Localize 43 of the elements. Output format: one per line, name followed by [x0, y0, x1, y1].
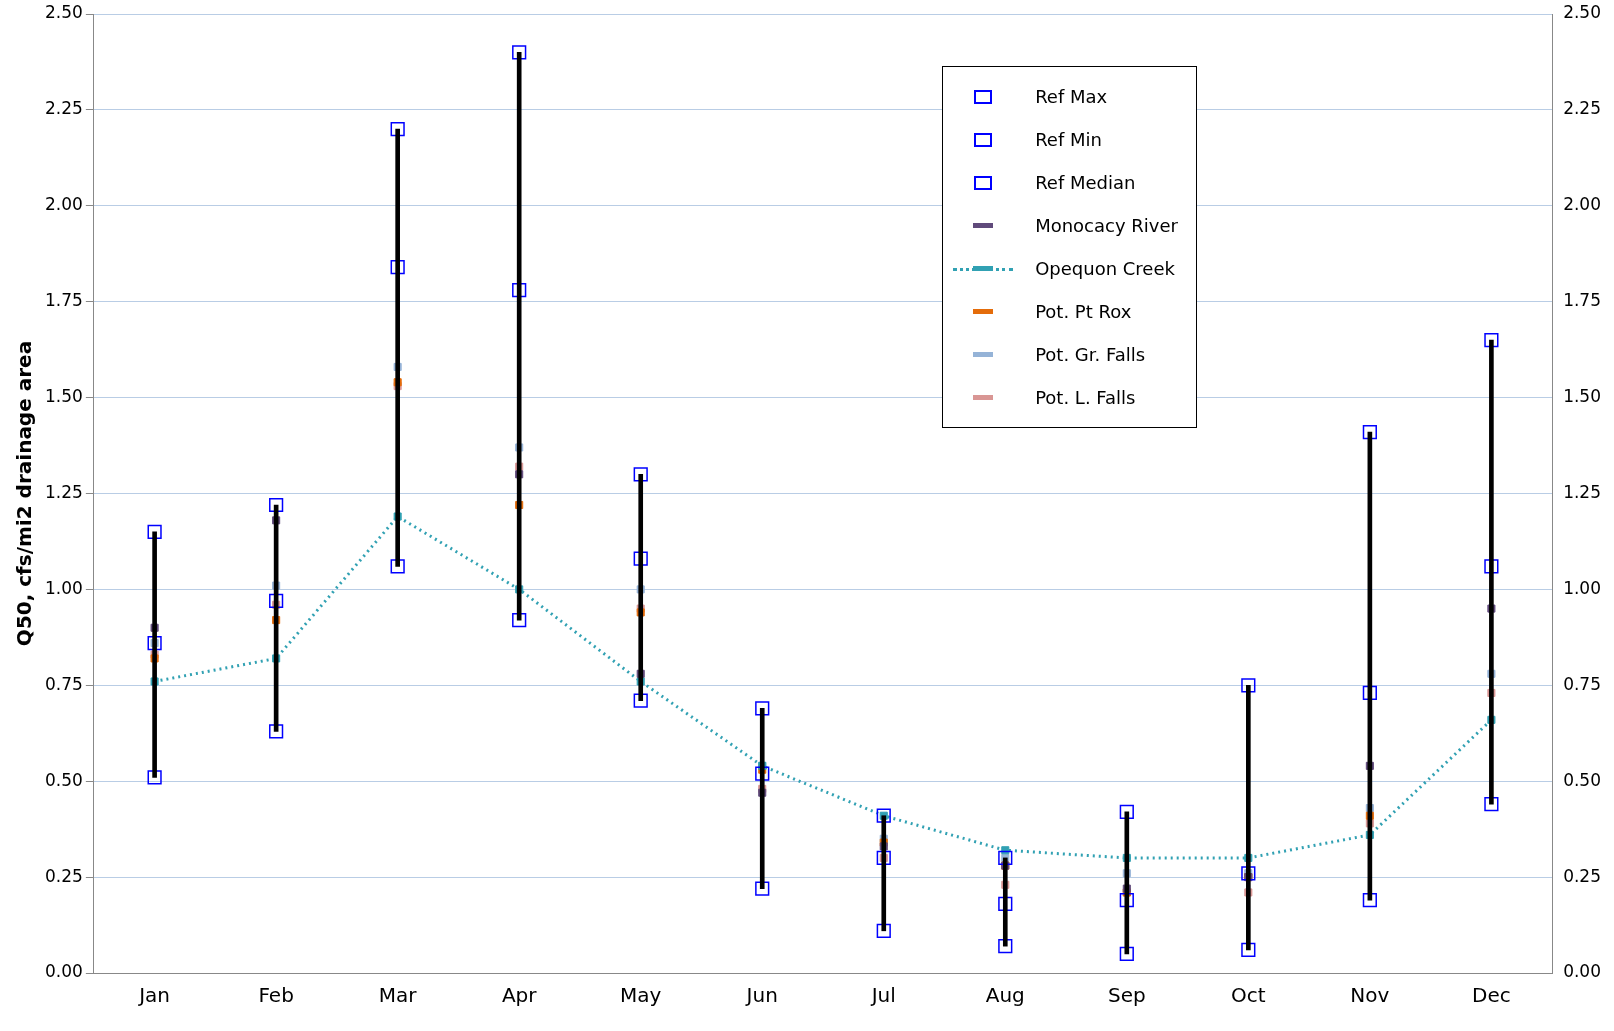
- x-tick-label: Feb: [258, 983, 294, 1008]
- legend-label: Ref Median: [1035, 172, 1136, 193]
- x-tick-label: Jan: [137, 983, 171, 1008]
- legend-label: Pot. L. Falls: [1035, 387, 1136, 408]
- y2-tick-label: 0.25: [1563, 865, 1602, 886]
- legend-label: Pot. Gr. Falls: [1035, 344, 1146, 365]
- x-tick-label: Mar: [378, 983, 418, 1008]
- legend-label: Opequon Creek: [1035, 258, 1175, 279]
- y-tick-label: 2.25: [44, 98, 83, 119]
- y2-tick-label: 0.00: [1563, 961, 1602, 982]
- y-tick-label: 0.00: [44, 961, 83, 982]
- y2-tick-label: 0.75: [1563, 673, 1602, 694]
- y-tick-label: 0.75: [44, 673, 83, 694]
- x-tick-label: May: [620, 983, 662, 1008]
- x-tick-label: Jun: [744, 983, 778, 1008]
- y-tick-label: 1.00: [44, 577, 83, 598]
- y2-tick-label: 1.50: [1563, 386, 1602, 407]
- y-axis-title: Q50, cfs/mi2 drainage area: [12, 340, 37, 647]
- x-tick-label: Aug: [985, 983, 1025, 1008]
- y2-tick-label: 2.50: [1563, 2, 1602, 23]
- y2-tick-label: 2.25: [1563, 98, 1602, 119]
- x-tick-label: Nov: [1350, 983, 1390, 1008]
- y-tick-label: 1.25: [44, 481, 83, 502]
- legend-label: Monocacy River: [1035, 215, 1178, 236]
- y-tick-label: 0.25: [44, 865, 83, 886]
- y2-tick-label: 1.75: [1563, 290, 1602, 311]
- legend-label: Pot. Pt Rox: [1035, 301, 1132, 322]
- y2-tick-label: 1.00: [1563, 577, 1602, 598]
- y-tick-label: 2.00: [44, 194, 83, 215]
- x-tick-label: Sep: [1107, 983, 1146, 1008]
- legend-label: Ref Max: [1035, 86, 1108, 107]
- y-tick-label: 1.50: [44, 386, 83, 407]
- x-tick-label: Oct: [1231, 983, 1266, 1008]
- x-tick-label: Jul: [869, 983, 896, 1008]
- legend-label: Ref Min: [1035, 129, 1102, 150]
- y-tick-label: 2.50: [44, 2, 83, 23]
- x-tick-label: Dec: [1472, 983, 1511, 1008]
- y-tick-label: 1.75: [44, 290, 83, 311]
- y2-tick-label: 2.00: [1563, 194, 1602, 215]
- y2-tick-label: 0.50: [1563, 769, 1602, 790]
- y2-tick-label: 1.25: [1563, 481, 1602, 502]
- y-tick-label: 0.50: [44, 769, 83, 790]
- x-tick-label: Apr: [501, 983, 538, 1008]
